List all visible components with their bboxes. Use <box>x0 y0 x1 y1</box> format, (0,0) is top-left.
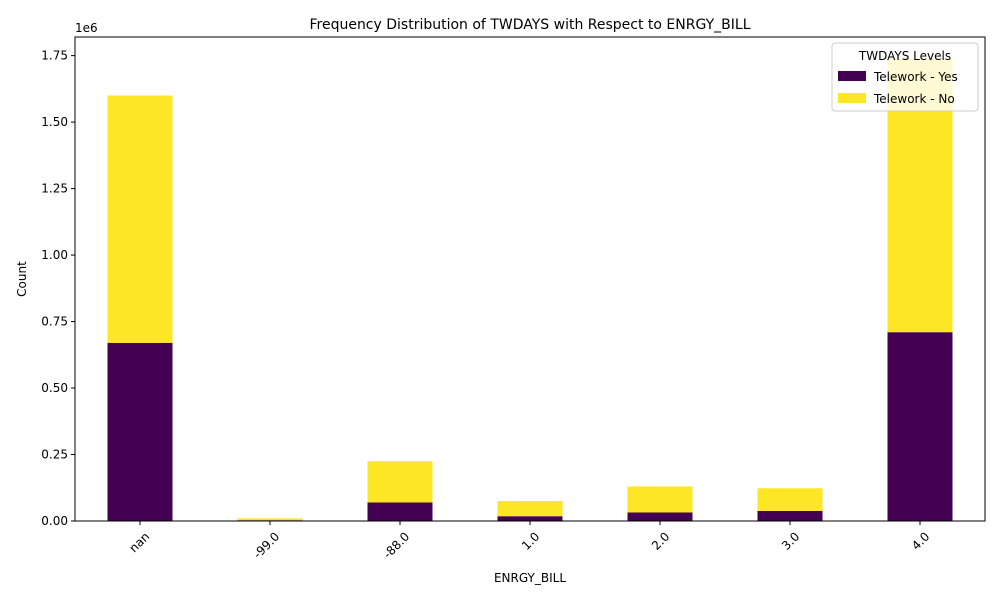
x-tick-label: 4.0 <box>909 529 932 552</box>
y-tick-label: 1.75 <box>41 49 68 63</box>
bar-telework-no <box>237 518 303 521</box>
bar-telework-yes <box>497 516 563 521</box>
x-tick-label: 2.0 <box>649 529 672 552</box>
legend-box <box>831 42 979 112</box>
x-tick-label: -88.0 <box>380 529 412 561</box>
y-axis-label: Count <box>15 261 29 297</box>
y-axis: 0.00 0.25 0.50 0.75 1.00 1.25 1.50 1.75 <box>41 49 75 528</box>
bar-telework-no <box>107 95 173 343</box>
plot-frame <box>74 36 986 522</box>
x-tick-label: -99.0 <box>250 529 282 561</box>
y-tick-label: 1.25 <box>41 182 68 196</box>
bar-telework-no <box>497 501 563 517</box>
x-axis-label: ENRGY_BILL <box>494 571 566 585</box>
bar-telework-yes <box>107 342 173 521</box>
bar-telework-no <box>627 486 693 513</box>
y-tick-label: 1.00 <box>41 248 68 262</box>
legend-swatch <box>838 93 866 103</box>
y-tick-label: 0.75 <box>41 315 68 329</box>
bar-telework-yes <box>757 510 823 521</box>
bar-telework-yes <box>367 502 433 521</box>
bar-telework-no <box>367 461 433 503</box>
bar-telework-yes <box>627 512 693 521</box>
legend-items: Telework - Yes Telework - No <box>838 70 958 106</box>
legend-label: Telework - No <box>873 92 955 106</box>
x-tick-label: 3.0 <box>779 529 802 552</box>
y-tick-label: 1.50 <box>41 115 68 129</box>
x-axis: nan -99.0 -88.0 1.0 2.0 3.0 4.0 <box>126 521 932 561</box>
legend: TWDAYS Levels Telework - Yes Telework - N… <box>831 42 979 112</box>
legend-title: TWDAYS Levels <box>858 49 951 63</box>
x-tick-label: 1.0 <box>519 529 542 552</box>
bar-telework-yes <box>887 332 953 521</box>
x-tick-label: nan <box>126 529 152 555</box>
chart-title: Frequency Distribution of TWDAYS with Re… <box>309 17 750 33</box>
legend-swatch <box>838 71 866 81</box>
y-offset-label: 1e6 <box>75 21 98 35</box>
legend-label: Telework - Yes <box>873 70 958 84</box>
y-tick-label: 0.50 <box>41 381 68 395</box>
y-tick-label: 0.25 <box>41 448 68 462</box>
bar-telework-no <box>757 488 823 511</box>
bars-layer <box>107 58 953 521</box>
y-tick-label: 0.00 <box>41 514 68 528</box>
